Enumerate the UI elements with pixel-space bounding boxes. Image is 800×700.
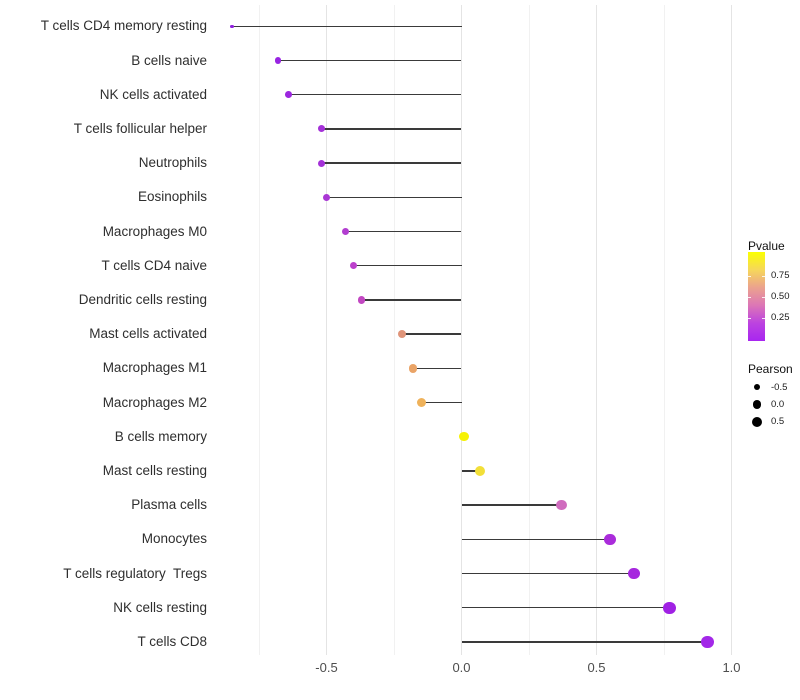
category-label: B cells naive (131, 52, 207, 68)
lollipop-stick (461, 470, 481, 472)
lollipop-stick (321, 128, 462, 130)
pearson-size-label: 0.5 (771, 416, 785, 427)
gridline-major (596, 5, 597, 655)
lollipop-dot (459, 431, 469, 442)
category-label: T cells regulatory Tregs (63, 565, 207, 581)
category-label: Macrophages M0 (102, 223, 207, 239)
gridline-minor (393, 5, 395, 655)
colorbar-tick-mark (748, 296, 751, 298)
pearson-legend-title: Pearson (748, 362, 793, 376)
pvalue-tick-label: 0.50 (771, 291, 790, 302)
lollipop-stick (277, 59, 462, 62)
pvalue-colorbar (748, 252, 765, 341)
pvalue-legend-title: Pvalue (748, 239, 785, 253)
gridline-major (326, 5, 327, 655)
lollipop-stick (326, 196, 462, 199)
category-label: Neutrophils (138, 155, 207, 171)
category-label: B cells memory (114, 428, 207, 444)
lollipop-dot (317, 159, 325, 167)
lollipop-stick (461, 538, 610, 541)
x-tick-label: 0.5 (587, 660, 606, 675)
category-label: T cells CD8 (137, 633, 207, 649)
colorbar-tick-mark (762, 317, 765, 319)
lollipop-stick (288, 93, 462, 96)
lollipop-dot (397, 329, 407, 339)
lollipop-dot (604, 533, 616, 545)
lollipop-stick (461, 504, 562, 506)
lollipop-dot (416, 398, 426, 407)
lollipop-stick (361, 299, 462, 301)
category-label: Mast cells activated (89, 326, 207, 342)
pvalue-tick-label: 0.25 (771, 312, 790, 323)
gridline-major (731, 5, 732, 655)
lollipop-stick (345, 230, 462, 233)
pearson-size-dot (752, 416, 762, 427)
lollipop-dot (341, 227, 350, 236)
pvalue-tick-label: 0.75 (771, 270, 790, 281)
colorbar-tick-mark (762, 296, 765, 298)
lollipop-dot (663, 601, 676, 614)
lollipop-stick (421, 401, 462, 404)
lollipop-dot (349, 261, 358, 270)
lollipop-stick (402, 333, 462, 335)
lollipop-stick (461, 641, 708, 643)
category-label: NK cells activated (99, 86, 207, 102)
x-tick-label: 1.0 (722, 660, 741, 675)
category-label: Monocytes (141, 531, 207, 547)
lollipop-stick (461, 572, 635, 575)
gridline-minor (528, 5, 530, 655)
gridline-minor (663, 5, 665, 655)
category-label: Macrophages M1 (102, 360, 207, 376)
lollipop-dot (230, 24, 234, 28)
pearson-size-dot (753, 383, 761, 391)
colorbar-tick-mark (748, 317, 751, 319)
lollipop-dot (357, 296, 366, 304)
category-label: Mast cells resting (102, 462, 207, 478)
category-label: T cells follicular helper (73, 120, 207, 136)
gridline-major (461, 5, 462, 655)
gridline-minor (258, 5, 260, 655)
lollipop-stick (321, 162, 462, 164)
x-tick-label: -0.5 (315, 660, 338, 675)
category-label: Macrophages M2 (102, 394, 207, 410)
lollipop-stick (461, 606, 670, 609)
category-label: Dendritic cells resting (78, 291, 207, 307)
lollipop-dot (322, 193, 331, 201)
lollipop-dot (556, 499, 567, 511)
lollipop-stick (232, 25, 462, 28)
pearson-size-label: -0.5 (771, 381, 788, 393)
lollipop-dot (317, 125, 325, 133)
lollipop-stick (412, 367, 462, 370)
x-tick-label: 0.0 (452, 660, 471, 675)
colorbar-tick-mark (762, 275, 765, 277)
category-label: T cells CD4 memory resting (40, 18, 207, 34)
category-label: NK cells resting (113, 599, 207, 615)
pearson-size-dot (752, 400, 762, 409)
lollipop-dot (285, 91, 293, 99)
category-label: Plasma cells (131, 497, 207, 513)
category-label: T cells CD4 naive (101, 257, 207, 273)
lollipop-dot (700, 635, 714, 649)
pearson-size-label: 0.0 (771, 399, 785, 410)
category-label: Eosinophils (137, 189, 207, 205)
plot-panel (222, 5, 745, 655)
lollipop-stick (353, 264, 462, 267)
lollipop-dot (274, 57, 282, 64)
colorbar-tick-mark (748, 275, 751, 277)
lollipop-dot (628, 567, 641, 580)
lollipop-dot (475, 465, 486, 476)
lollipop-dot (408, 363, 418, 373)
